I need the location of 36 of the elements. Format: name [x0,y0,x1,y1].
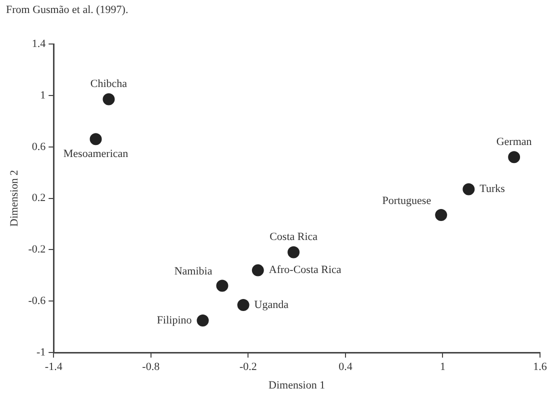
annotation: Portuguese [382,194,432,207]
annotation: Filipino [156,314,192,326]
x-tick-label: -1.4 [44,361,63,374]
point [216,280,228,292]
point [252,264,264,276]
x-tick-label: -0.8 [142,361,160,374]
annotation: Afro-Costa Rica [268,264,342,276]
y-tick-label: 0.2 [32,192,46,204]
y-tick-label: 1.4 [32,38,46,50]
y-axis-title: Dimension 2 [8,170,20,227]
point [462,183,475,196]
annotation: Costa Rica [270,231,318,244]
text: From Gusmão et al. (1997). [6,4,128,16]
annotation: Turks [480,183,505,196]
x-tick-label: 1.6 [533,361,548,374]
y-tick-label: -0.2 [28,244,46,256]
y-tick-label: 1 [40,89,46,102]
point [508,151,520,164]
annotation: Namibia [174,266,212,278]
y-tick-label: -0.6 [28,295,46,308]
point [435,209,448,222]
point [288,246,300,258]
x-tick-label: -0.2 [239,361,257,374]
annotation: Mesoamerican [63,148,129,160]
x-tick-label: 0.4 [338,361,353,374]
point [196,314,209,326]
x-axis-title: Dimension 1 [268,379,326,392]
point [237,299,250,312]
x-tick-label: 1 [440,361,446,374]
point [90,133,102,146]
point [102,93,115,106]
y-tick-label: 0.6 [32,140,46,153]
annotation: German [496,136,532,148]
annotation: Chibcha [90,78,128,90]
y-tick-label: -1 [36,346,46,358]
annotation: Uganda [254,298,289,311]
